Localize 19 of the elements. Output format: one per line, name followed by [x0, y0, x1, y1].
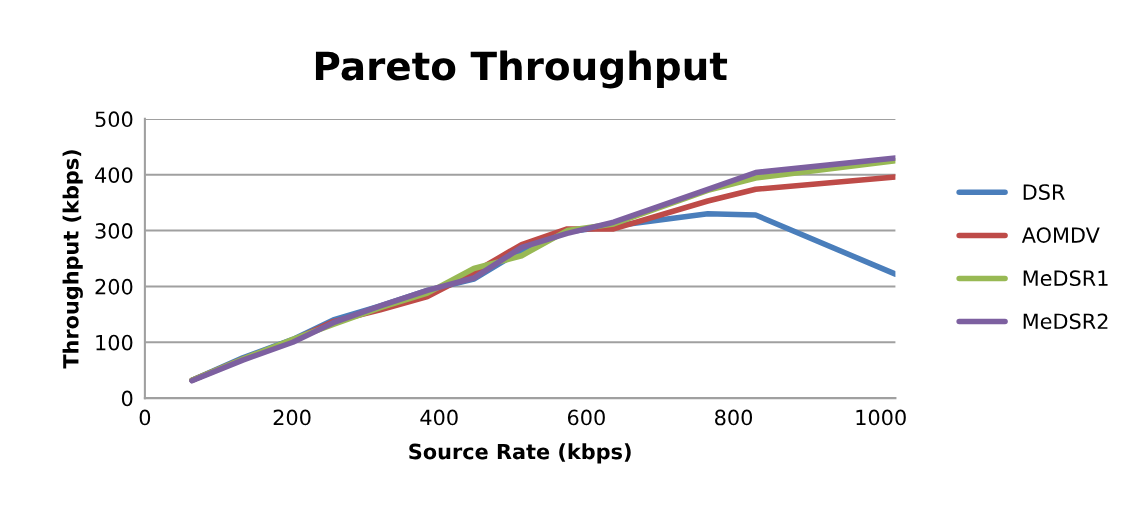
y-axis-title: Throughput (kbps) — [62, 150, 83, 369]
chart-title: Pareto Throughput — [315, 50, 728, 89]
x-tick-label: 800 — [715, 409, 753, 426]
y-tick-label: 0 — [121, 390, 133, 407]
legend-label: AOMDV — [1021, 227, 1100, 244]
y-tick-label: 100 — [96, 334, 133, 351]
y-tick-label: 400 — [95, 167, 133, 183]
y-tick-label: 500 — [95, 111, 133, 128]
legend-label: MeDSR1 — [1023, 270, 1108, 287]
legend-label: MeDSR2 — [1023, 313, 1108, 330]
y-tick-label: 300 — [95, 223, 133, 239]
x-tick-label: 1000 — [856, 409, 906, 426]
y-tick-label: 200 — [95, 278, 133, 295]
legend-label: DSR — [1023, 184, 1065, 200]
x-tick-label: 200 — [273, 409, 311, 426]
x-tick-label: 0 — [139, 409, 151, 426]
x-axis-title: Source Rate (kbps) — [409, 443, 631, 464]
x-tick-label: 400 — [420, 409, 458, 426]
x-tick-label: 600 — [567, 409, 605, 426]
